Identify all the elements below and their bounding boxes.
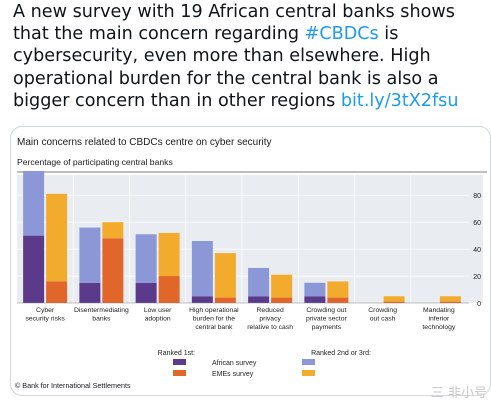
bar-emes-ranked-1st (271, 297, 293, 303)
y-tick-label: 20 (473, 274, 481, 281)
x-category-label: payments (312, 324, 342, 331)
bar-emes-ranked-1st (214, 297, 236, 303)
source-note: © Bank for International Settlements (15, 381, 131, 390)
x-category-label: inferior (428, 316, 450, 323)
cbdcs-hashtag-link[interactable]: #CBDCs (304, 24, 379, 45)
bar-emes-ranked-1st (102, 238, 124, 303)
x-category-label: central bank (195, 324, 233, 331)
y-tick-label: 60 (473, 220, 481, 227)
x-category-label: Cyber (36, 307, 55, 314)
bar-emes-ranked-2nd-3rd (214, 253, 236, 298)
bar-african-ranked-1st (304, 296, 326, 303)
bar-emes-ranked-2nd-3rd (102, 222, 124, 239)
plot-area: 0 20 40 60 80 Cyber security risks Disentermedi… (17, 170, 483, 378)
bar-emes-ranked-1st (383, 301, 405, 303)
x-category-label: Mandating (423, 307, 455, 314)
legend-swatch-ranked-2nd-3rd (302, 359, 315, 365)
bar-african-ranked-1st (248, 296, 270, 303)
legend-swatch-ranked-1st (173, 370, 186, 376)
chart-title: Main concerns related to CBDCs centre on… (17, 137, 272, 148)
x-category-label: adoption (145, 316, 171, 323)
x-category-label: banks (92, 316, 111, 323)
x-category-label: Reduced (257, 307, 284, 314)
watermark: 三 非小号 (430, 386, 487, 401)
bar-emes-ranked-2nd-3rd (46, 193, 68, 282)
y-tick-label: 40 (473, 247, 481, 254)
x-category-label: High operational (189, 307, 239, 314)
legend-label: African survey (212, 360, 257, 367)
bar-african-ranked-1st (79, 282, 101, 303)
bar-emes-ranked-1st (327, 297, 349, 303)
x-category-label: privacy (259, 316, 281, 323)
bar-emes-ranked-1st (46, 281, 68, 303)
x-category-label: Crowding (368, 307, 397, 314)
tweet-text-part-1: A new survey with 19 African central ban… (13, 2, 455, 45)
bar-emes-ranked-2nd-3rd (158, 232, 180, 277)
bar-african-ranked-1st (191, 296, 213, 303)
bar-african-ranked-2nd-3rd (135, 234, 157, 283)
bar-african-ranked-2nd-3rd (191, 241, 213, 297)
x-category-label: relative to cash (247, 324, 293, 331)
legend-swatch-ranked-1st (173, 359, 186, 365)
x-category-label: Crowding out (306, 307, 346, 314)
x-category-label: technology (422, 324, 455, 331)
legend-swatch-ranked-2nd-3rd (302, 370, 315, 376)
legend-group-2-label: Ranked 2nd or 3rd: (311, 350, 371, 357)
chart-subtitle: Percentage of participating central bank… (17, 157, 173, 167)
y-tick-label: 0 (477, 301, 481, 308)
x-category-label: burden for the (193, 316, 236, 323)
bar-african-ranked-2nd-3rd (23, 170, 45, 236)
x-category-label: security risks (25, 316, 65, 323)
bar-emes-ranked-2nd-3rd (439, 296, 461, 302)
y-tick-label: 80 (473, 193, 481, 200)
media-card[interactable]: Main concerns related to CBDCs centre on… (10, 126, 491, 396)
x-category-label: Low user (144, 307, 172, 314)
bis-bar-chart: Main concerns related to CBDCs centre on… (15, 137, 487, 390)
bar-emes-ranked-1st (158, 276, 180, 303)
legend-label: EMEs survey (212, 371, 254, 378)
tweet-text: A new survey with 19 African central ban… (13, 1, 485, 112)
x-category-label: out cash (370, 316, 396, 323)
legend-group-1-label: Ranked 1st: (158, 350, 195, 357)
x-category-label: Disentermediating (74, 307, 129, 314)
bar-african-ranked-2nd-3rd (248, 267, 270, 297)
bitly-link[interactable]: bit.ly/3tX2fsu (340, 90, 459, 111)
bar-emes-ranked-2nd-3rd (383, 296, 405, 302)
bar-emes-ranked-1st (439, 301, 461, 303)
bar-emes-ranked-2nd-3rd (327, 281, 349, 298)
x-category-label: private sector (306, 316, 348, 323)
tweet-text-part-2: is cybersecurity, even more than elsewhe… (13, 24, 439, 111)
bar-african-ranked-1st (135, 282, 157, 303)
bar-african-ranked-2nd-3rd (304, 282, 326, 297)
bar-emes-ranked-2nd-3rd (271, 274, 293, 298)
bar-african-ranked-1st (23, 235, 45, 303)
bar-african-ranked-2nd-3rd (79, 227, 101, 283)
